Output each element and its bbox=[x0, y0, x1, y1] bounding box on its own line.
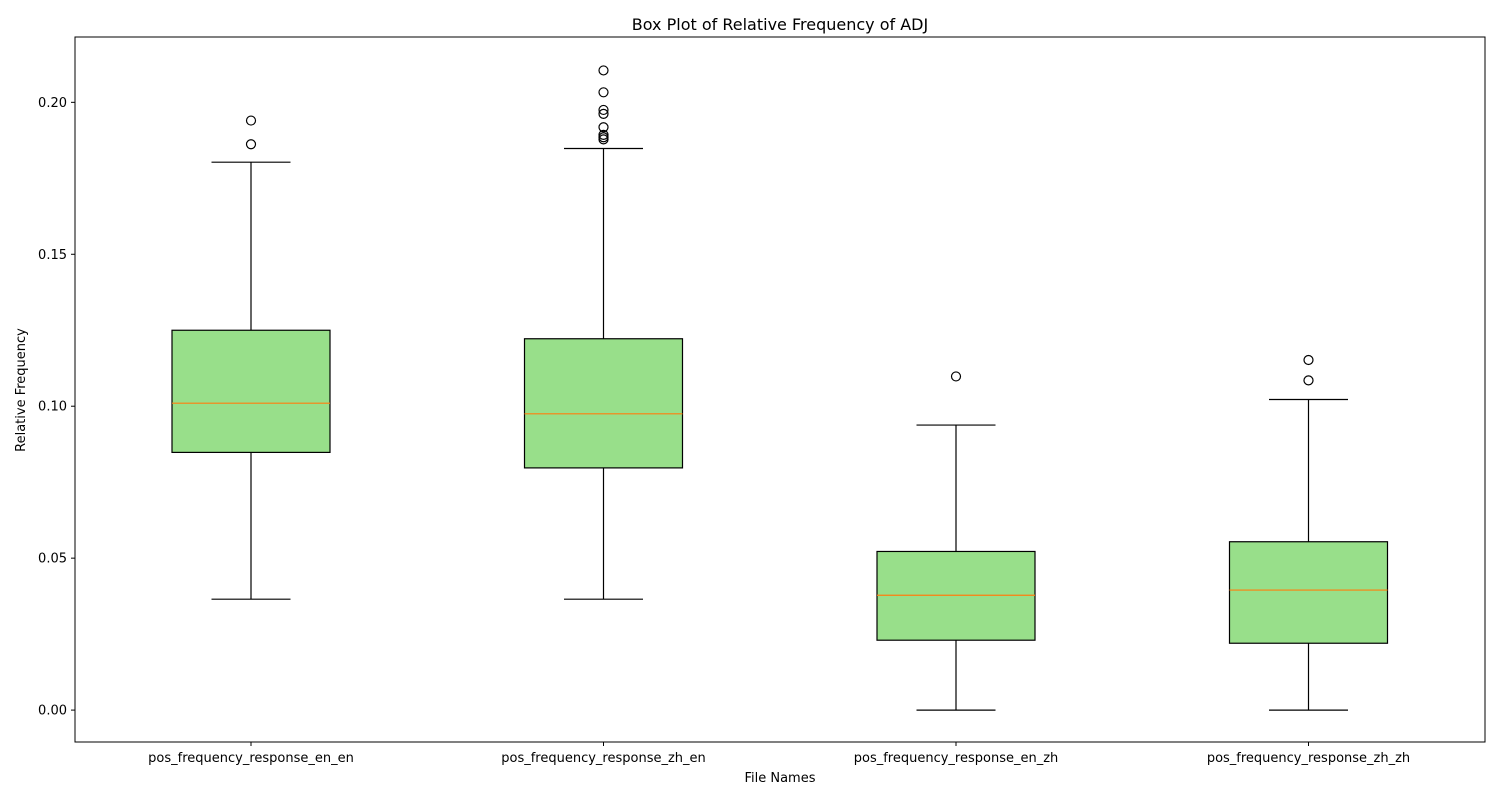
outlier-point bbox=[950, 371, 962, 382]
x-tick-label: pos_frequency_response_en_zh bbox=[854, 751, 1059, 766]
outlier-point bbox=[1303, 375, 1314, 386]
outlier-point bbox=[245, 139, 257, 150]
box-group-1 bbox=[171, 115, 331, 600]
outlier-point bbox=[598, 129, 609, 140]
outlier-point bbox=[598, 104, 609, 116]
outlier-point bbox=[598, 65, 609, 76]
outlier-point bbox=[245, 115, 257, 126]
outlier-point bbox=[598, 122, 609, 133]
box-group-2 bbox=[523, 65, 684, 600]
x-tick-label: pos_frequency_response_zh_en bbox=[501, 751, 706, 766]
x-tick-label: pos_frequency_response_en_en bbox=[148, 751, 354, 766]
outlier-point bbox=[1303, 354, 1314, 366]
y-tick-label: 0.15 bbox=[38, 248, 67, 263]
outlier-point bbox=[598, 132, 609, 143]
chart-title: Box Plot of Relative Frequency of ADJ bbox=[632, 15, 928, 34]
y-axis: 0.00 0.05 0.10 0.15 0.20 bbox=[38, 96, 75, 719]
iqr-box bbox=[171, 329, 331, 454]
box-group-4 bbox=[1228, 354, 1389, 711]
y-tick-label: 0.00 bbox=[38, 704, 67, 719]
y-tick-label: 0.20 bbox=[38, 96, 67, 111]
plot-frame bbox=[74, 36, 1486, 743]
y-tick-label: 0.05 bbox=[38, 552, 67, 567]
iqr-box bbox=[876, 550, 1036, 641]
x-axis-label: File Names bbox=[744, 771, 815, 786]
outlier-point bbox=[598, 108, 609, 119]
x-tick-label: pos_frequency_response_zh_zh bbox=[1207, 751, 1410, 766]
iqr-box bbox=[523, 338, 684, 469]
plot-area bbox=[171, 65, 1389, 711]
outlier-point bbox=[598, 87, 609, 98]
y-axis-label: Relative Frequency bbox=[14, 328, 29, 452]
box-group-3 bbox=[876, 371, 1036, 711]
x-axis: pos_frequency_response_en_en pos_frequenc… bbox=[148, 742, 1410, 766]
y-tick-label: 0.10 bbox=[38, 400, 67, 415]
iqr-box bbox=[1228, 541, 1389, 644]
